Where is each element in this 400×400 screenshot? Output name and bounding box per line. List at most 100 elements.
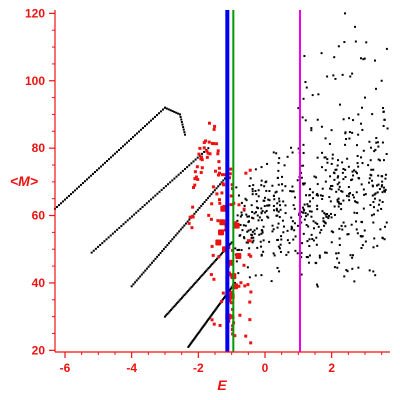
black-point [360,247,363,250]
black-point [280,235,283,238]
black-point [275,152,278,155]
black-point [177,173,180,176]
black-point [185,291,188,294]
red-point [216,152,220,156]
black-point [208,265,211,268]
black-point [207,197,210,200]
black-point [377,145,380,148]
black-point [326,161,329,164]
black-point [348,131,351,134]
black-point [255,211,258,214]
black-point [260,219,263,222]
black-point [316,118,319,121]
black-point [382,110,385,113]
black-point [98,167,100,170]
black-point [257,219,260,222]
black-point [271,224,274,227]
black-point [261,210,264,213]
red-point [195,165,199,169]
black-point [276,202,279,205]
black-point [356,172,359,175]
black-point [380,79,383,82]
red-point [211,185,215,189]
black-point [183,131,186,134]
black-point [147,200,150,203]
black-point [368,181,371,184]
black-point [341,190,344,193]
black-point [324,137,327,140]
black-point [222,297,225,300]
black-point [199,329,202,332]
black-point [210,264,213,267]
black-point [271,230,274,233]
black-point [309,188,312,191]
black-point [383,118,386,121]
black-point [107,236,110,239]
black-point [373,193,376,196]
black-point [272,194,275,197]
black-point [288,242,291,245]
black-point [376,191,379,194]
black-point [336,266,339,269]
black-point [167,311,170,314]
black-point [296,224,299,227]
black-point [348,117,351,120]
black-point [331,184,334,187]
black-point [167,183,170,186]
black-point [152,117,154,120]
black-point [247,229,250,232]
black-point [346,233,349,236]
red-point [218,323,222,327]
black-point [211,263,214,266]
black-point [268,240,271,243]
red-point [215,192,219,196]
black-point [377,203,380,206]
black-point [201,202,204,205]
black-point [260,254,263,257]
y-tick-label: 20 [32,343,46,357]
black-point [324,222,327,225]
black-point [344,143,347,146]
black-point [337,159,340,162]
black-point [364,193,367,196]
black-point [195,280,198,283]
black-point [379,228,382,231]
black-point [320,228,323,231]
red-point [228,298,232,302]
black-point [182,128,185,131]
x-tick-label: -4 [126,361,137,375]
black-point [279,243,282,246]
black-point [148,121,150,124]
black-point [267,216,270,219]
black-point [92,172,94,175]
black-point [361,162,364,165]
black-point [167,108,170,111]
black-point [171,238,174,241]
black-point [253,232,256,235]
black-point [357,176,360,179]
black-point [273,209,276,212]
black-point [257,189,260,192]
red-point [227,271,231,275]
black-point [268,190,271,193]
red-large-point [235,252,242,259]
black-point [344,132,347,135]
black-point [291,185,294,188]
black-point [372,221,375,224]
black-point [356,154,359,157]
red-point [188,215,192,219]
black-point [363,229,366,232]
black-point [259,240,262,243]
black-point [195,210,198,213]
black-point [322,217,325,220]
black-point [333,266,336,269]
black-point [315,176,318,179]
y-ticks: 20 40 60 80 100 120 [25,6,55,357]
black-point [267,198,270,201]
black-point [356,162,359,165]
black-point [248,276,251,279]
black-point [196,156,199,159]
black-point [140,273,143,276]
black-point [261,231,264,234]
black-point [251,241,254,244]
